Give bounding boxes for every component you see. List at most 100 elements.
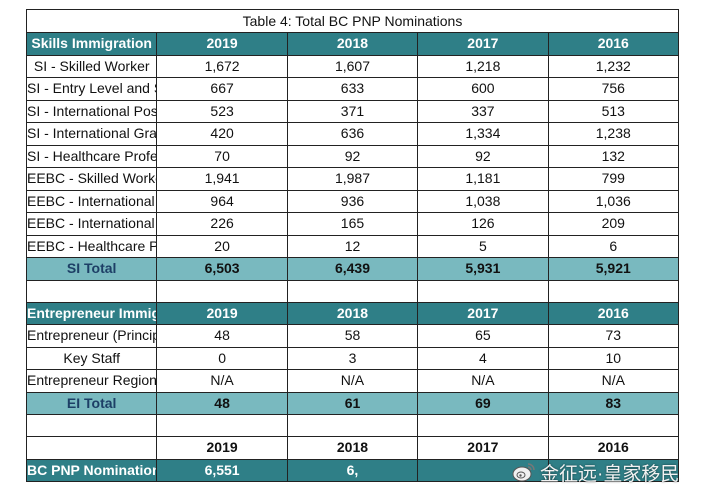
total-label: SI Total (25, 257, 158, 281)
table-row: SI - Healthcare Professional709292132 (25, 144, 680, 168)
cell-value: 132 (547, 144, 680, 168)
cell-value: 964 (156, 189, 288, 213)
cell-value: 1,181 (417, 167, 549, 191)
year-header: 2018 (286, 32, 419, 56)
year-header: 2017 (417, 32, 549, 56)
cell-value: 92 (286, 144, 419, 168)
row-label: SI - International Post-Graduate (25, 99, 158, 123)
cell-value: 1,987 (286, 167, 419, 191)
cell-value: N/A (547, 369, 680, 393)
table-row: Entrepreneur (Principal Applicant)485865… (25, 324, 680, 348)
cell-value: 70 (156, 144, 288, 168)
entrepreneur-header-row: Entrepreneur Immigration 2019 2018 2017 … (25, 301, 680, 325)
year-header: 2019 (156, 301, 288, 325)
cell-value: 3 (286, 346, 419, 370)
watermark: 金征远·皇家移民 (512, 458, 679, 486)
cell-value: N/A (417, 369, 549, 393)
year-header: 2019 (156, 32, 288, 56)
nominations-table-container: Table 4: Total BC PNP Nominations Skills… (25, 9, 680, 482)
cell-value: 523 (156, 99, 288, 123)
row-label: EEBC - Healthcare Professional (25, 234, 158, 258)
skills-header-row: Skills Immigration 2019 2018 2017 2016 (25, 32, 680, 56)
row-label: SI - Healthcare Professional (25, 144, 158, 168)
cell-value: 73 (547, 324, 680, 348)
cell-value: 1,238 (547, 122, 680, 146)
cell-value: 165 (286, 212, 419, 236)
cell-value: 371 (286, 99, 419, 123)
spacer-row (25, 414, 680, 437)
total-value: 48 (156, 391, 288, 415)
year-header: 2017 (417, 301, 549, 325)
total-value: 61 (286, 391, 419, 415)
year-header: 2016 (547, 301, 680, 325)
row-label: Entrepreneur (Principal Applicant) (25, 324, 158, 348)
cell-value: 0 (156, 346, 288, 370)
total-value: 5,921 (547, 257, 680, 281)
cell-value: 126 (417, 212, 549, 236)
table-row: EEBC - International Post-Graduate226165… (25, 212, 680, 236)
total-value: 6,439 (286, 257, 419, 281)
row-label: SI - Entry Level and Semi-Skilled (ELSS) (25, 77, 158, 101)
table-row: SI - International Graduate4206361,3341,… (25, 122, 680, 146)
si-total-row: SI Total 6,503 6,439 5,931 5,921 (25, 257, 680, 281)
cell-value: 1,038 (417, 189, 549, 213)
cell-value: 600 (417, 77, 549, 101)
cell-value: 420 (156, 122, 288, 146)
cell-value: 936 (286, 189, 419, 213)
section-header: Skills Immigration (25, 32, 158, 56)
cell-value: 6 (547, 234, 680, 258)
ei-total-row: EI Total 48 61 69 83 (25, 391, 680, 415)
grand-total-label: BC PNP Nominations Total (25, 458, 158, 482)
cell-value: 513 (547, 99, 680, 123)
table-row: SI - Skilled Worker 1,672 1,607 1,218 1,232 (25, 54, 680, 78)
year-header: 2018 (286, 436, 419, 460)
spacer-row (25, 279, 680, 303)
grand-total-value (547, 458, 680, 482)
cell-value: 4 (417, 346, 549, 370)
table-row: Key Staff 0 3 4 10 (25, 346, 680, 370)
nominations-table: Table 4: Total BC PNP Nominations Skills… (25, 9, 680, 482)
grand-total-value: 6,551 (156, 458, 288, 482)
cell-value: 1,672 (156, 54, 288, 78)
cell-value: 10 (547, 346, 680, 370)
weibo-icon (512, 463, 535, 482)
cell-value: N/A (286, 369, 419, 393)
row-label: Key Staff (25, 346, 158, 370)
cell-value: 337 (417, 99, 549, 123)
cell-value: 667 (156, 77, 288, 101)
year-header: 2017 (417, 436, 549, 460)
cell-value: 209 (547, 212, 680, 236)
grand-total-years-row: 2019 2018 2017 2016 (25, 436, 680, 460)
table-row: SI - International Post-Graduate52337133… (25, 99, 680, 123)
table-row: EEBC - Skilled Worker 1,941 1,987 1,181 799 (25, 167, 680, 191)
total-value: 83 (547, 391, 680, 415)
year-header: 2016 (547, 436, 680, 460)
row-label: EEBC - International Post-Graduate (25, 212, 158, 236)
total-value: 6,503 (156, 257, 288, 281)
year-header: 2016 (547, 32, 680, 56)
cell-value: 1,334 (417, 122, 549, 146)
year-header: 2018 (286, 301, 419, 325)
cell-value: 58 (286, 324, 419, 348)
table-row: EEBC - International Graduate9649361,038… (25, 189, 680, 213)
total-value: 69 (417, 391, 549, 415)
cell-value: 1,218 (417, 54, 549, 78)
table-row: SI - Entry Level and Semi-Skilled (ELSS)… (25, 77, 680, 101)
grand-total-value: 6, (286, 458, 419, 482)
row-label: Entrepreneur Regional Pilot (25, 369, 158, 393)
row-label: EEBC - International Graduate (25, 189, 158, 213)
table-title: Table 4: Total BC PNP Nominations (26, 9, 679, 33)
section-header: Entrepreneur Immigration (25, 301, 158, 325)
cell-value: 1,036 (547, 189, 680, 213)
table-row: Entrepreneur Regional PilotN/AN/AN/AN/A (25, 369, 680, 393)
cell-value: N/A (156, 369, 288, 393)
cell-value: 226 (156, 212, 288, 236)
cell-value: 12 (286, 234, 419, 258)
total-label: EI Total (25, 391, 158, 415)
cell-value: 636 (286, 122, 419, 146)
cell-value: 20 (156, 234, 288, 258)
cell-value: 799 (547, 167, 680, 191)
cell-value: 1,607 (286, 54, 419, 78)
row-label: EEBC - Skilled Worker (25, 167, 158, 191)
watermark-text: 金征远·皇家移民 (540, 463, 680, 485)
